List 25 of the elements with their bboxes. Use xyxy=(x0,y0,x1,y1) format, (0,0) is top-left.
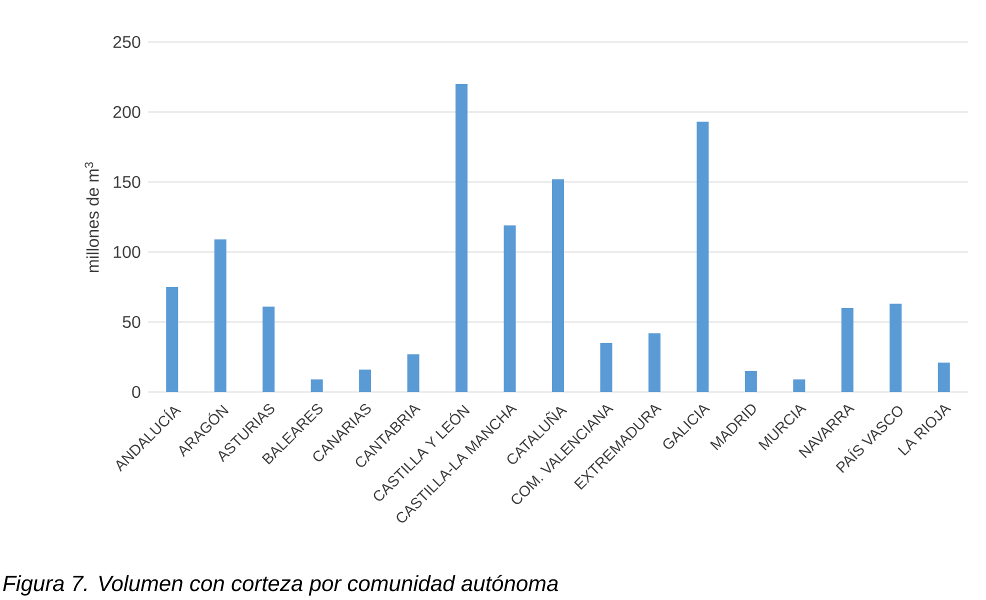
y-tick-label: 250 xyxy=(113,36,140,48)
y-tick-label: 200 xyxy=(113,106,140,118)
bar xyxy=(648,333,660,392)
bar xyxy=(166,286,178,392)
bar xyxy=(600,342,612,392)
bar xyxy=(841,308,854,392)
bar xyxy=(214,239,226,392)
bar xyxy=(359,370,372,392)
y-tick-label: 0 xyxy=(132,386,140,398)
bar xyxy=(793,379,806,392)
bar xyxy=(938,362,950,392)
bar xyxy=(456,84,468,392)
text: Figura 7. Volumen con corteza por comunidad autónoma xyxy=(3,574,558,596)
y-axis-title: millones de m$^{3}$ xyxy=(84,162,99,272)
bar xyxy=(744,370,757,392)
bar xyxy=(552,179,564,392)
bar xyxy=(310,379,323,392)
y-tick-label: 50 xyxy=(122,316,140,328)
bar xyxy=(262,306,275,392)
y-tick-label: 150 xyxy=(114,176,140,188)
bar xyxy=(696,122,709,392)
y-tick-label: 100 xyxy=(114,246,140,258)
bar xyxy=(504,225,516,392)
bar xyxy=(890,304,902,392)
bar xyxy=(407,354,420,392)
